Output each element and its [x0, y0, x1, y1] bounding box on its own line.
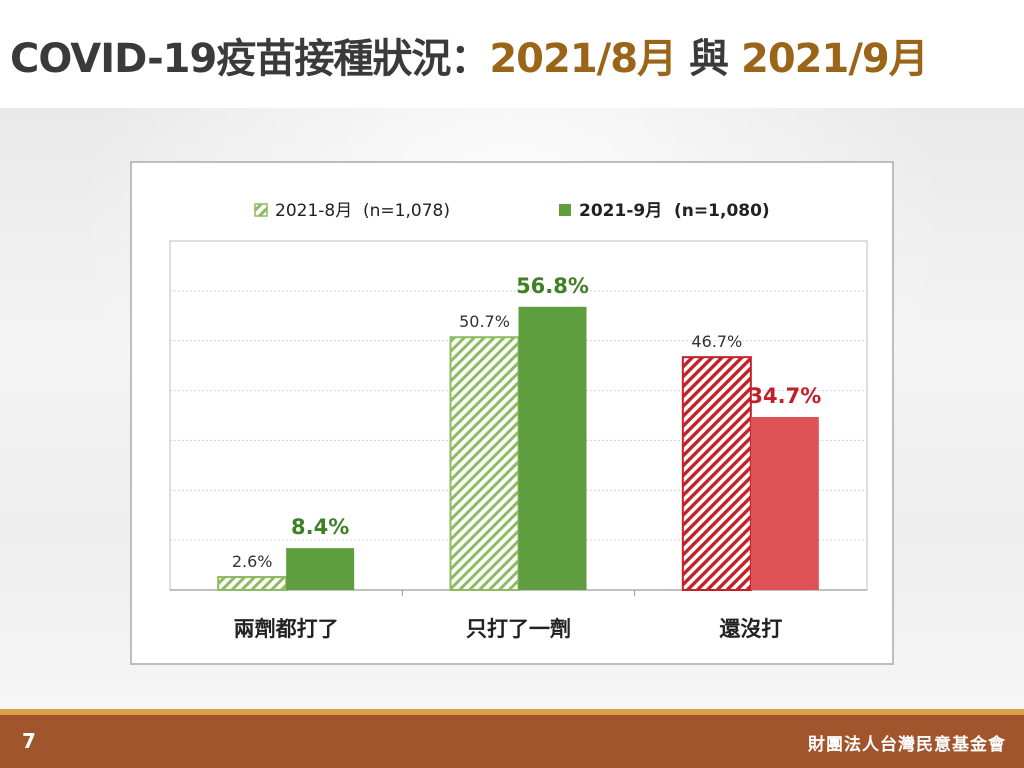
footer-stripe [0, 709, 1024, 715]
title-date-september: 2021/9月 [740, 36, 929, 82]
category-label: 兩劑都打了 [234, 617, 339, 641]
legend-label: 2021-9月 (n=1,080) [579, 201, 770, 221]
category-labels: 兩劑都打了 只打了一劑 還沒打 [234, 617, 783, 641]
data-label: 46.7% [691, 332, 742, 351]
bars [217, 306, 819, 591]
title-conjunction: 與 [676, 36, 741, 82]
title-bar: COVID-19疫苗接種狀況：2021/8月 與 2021/9月 [0, 0, 1024, 108]
page-number: 7 [22, 729, 36, 753]
bar [750, 416, 819, 590]
organization-name: 財團法人台灣民意基金會 [808, 735, 1006, 755]
bar-chart: 2021-8月 (n=1,078) 2021-9月 (n=1,080) 2.6% 8… [169, 201, 868, 641]
data-label: 50.7% [459, 312, 510, 331]
legend: 2021-8月 (n=1,078) 2021-9月 (n=1,080) [254, 201, 770, 221]
data-label: 56.8% [516, 274, 589, 298]
legend-swatch [254, 203, 268, 217]
legend-swatch [559, 204, 571, 216]
bar [286, 548, 355, 590]
bar [449, 336, 520, 591]
bar [681, 356, 752, 591]
data-label: 34.7% [748, 384, 821, 408]
category-label: 只打了一劑 [466, 617, 571, 641]
chart-panel: 2021-8月 (n=1,078) 2021-9月 (n=1,080) 2.6% 8… [130, 161, 894, 665]
page-title: COVID-19疫苗接種狀況：2021/8月 與 2021/9月 [10, 26, 929, 84]
footer: 7 財團法人台灣民意基金會 [0, 715, 1024, 768]
category-label: 還沒打 [719, 617, 782, 641]
legend-label: 2021-8月 (n=1,078) [275, 201, 450, 221]
data-label: 2.6% [232, 552, 273, 571]
bar [518, 306, 587, 590]
bar [217, 576, 288, 591]
title-date-august: 2021/8月 [489, 36, 677, 82]
title-main: COVID-19疫苗接種狀況： [10, 36, 490, 82]
data-label: 8.4% [291, 515, 349, 539]
data-labels: 2.6% 8.4% 50.7% 56.8% 46.7% 34.7% [232, 274, 821, 571]
